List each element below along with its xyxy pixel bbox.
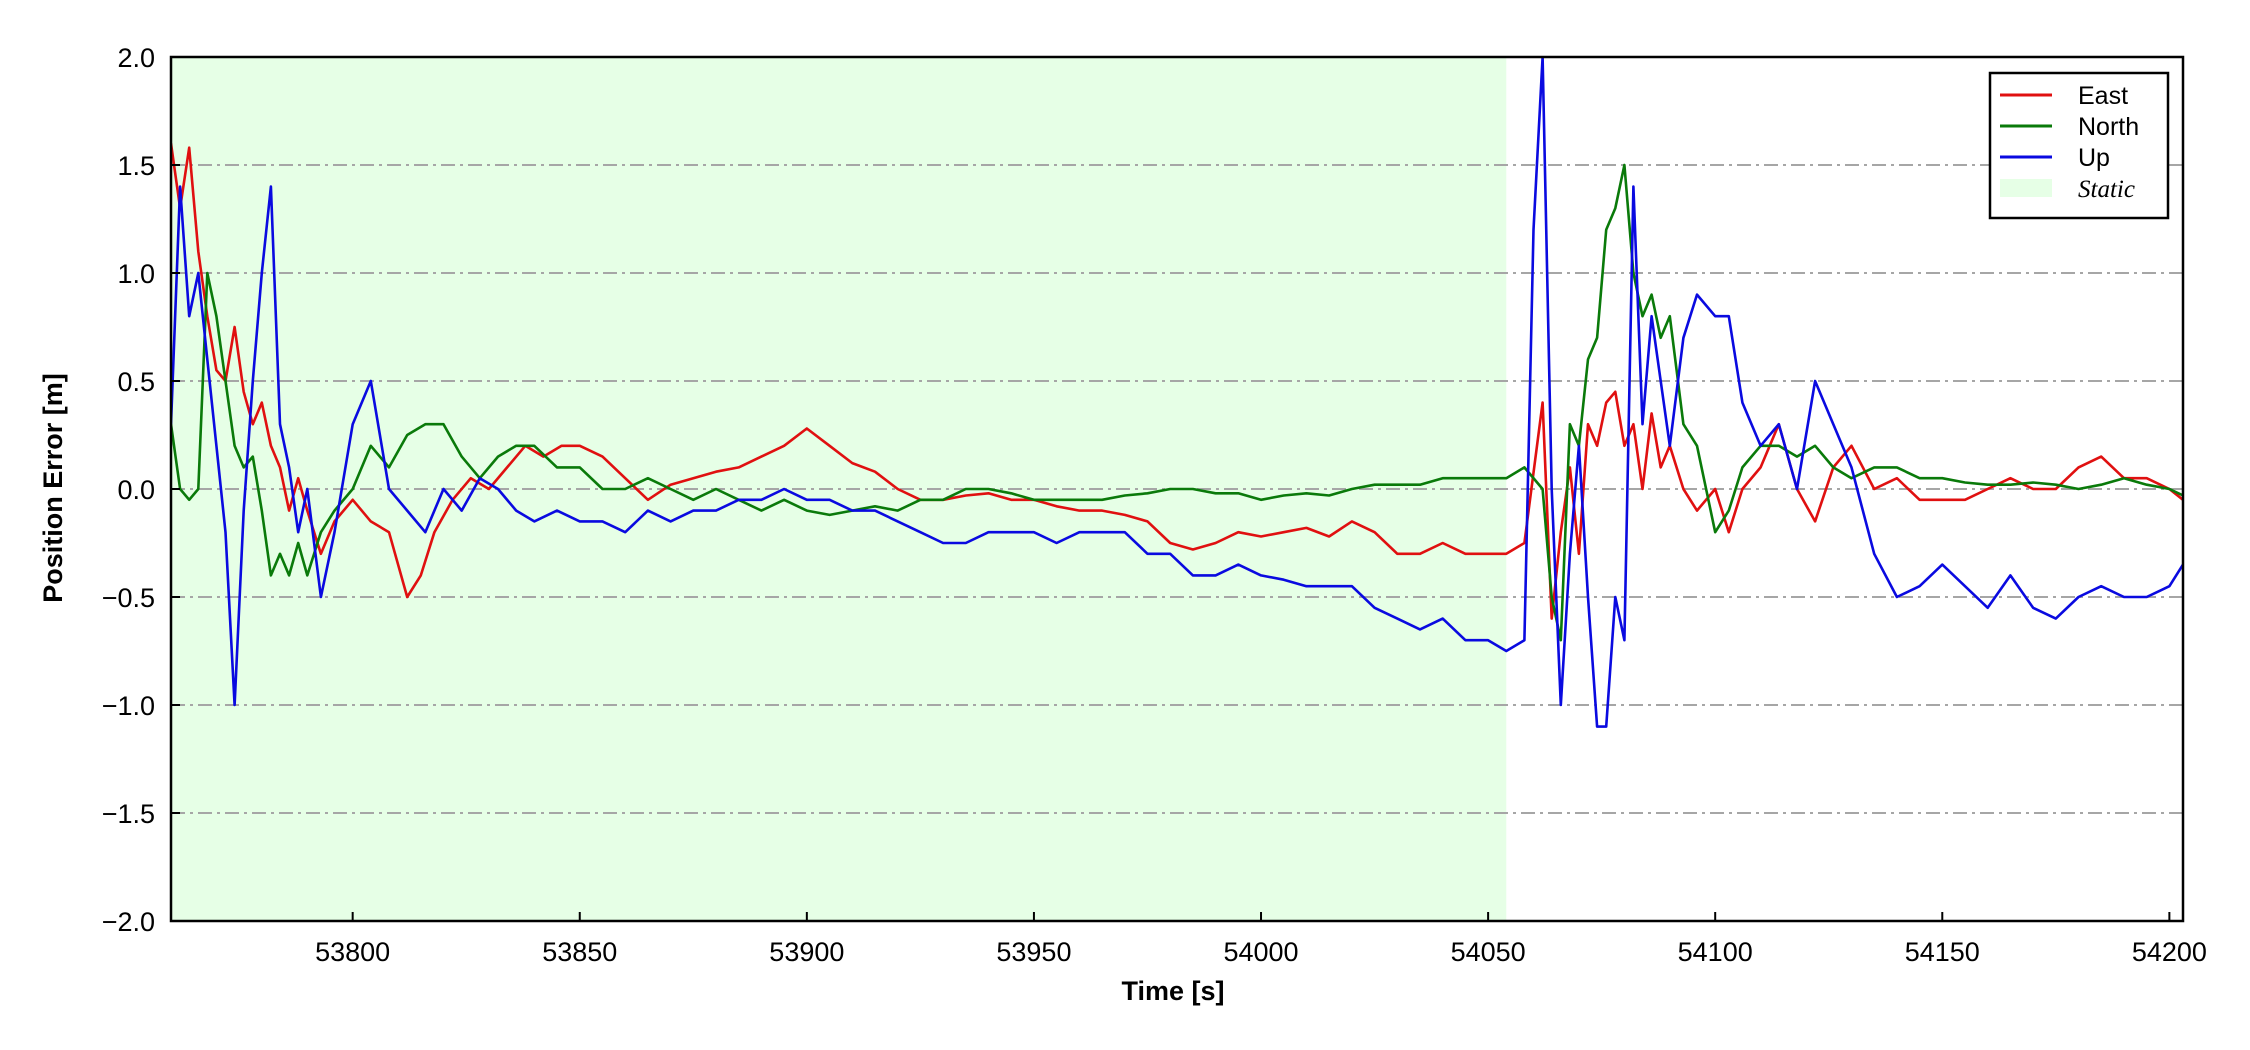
y-tick-label: −1.0 [102, 691, 155, 721]
x-axis-title: Time [s] [1121, 976, 1224, 1006]
x-axis: 53800 53850 53900 53950 54000 54050 54100 54150… [315, 912, 2207, 967]
legend-label-static: Static [2078, 176, 2135, 203]
y-axis: −2.0 −1.5 −1.0 −0.5 0.0 0.5 1.0 1.5 2.0 [102, 43, 180, 937]
legend-swatch-static [2000, 179, 2052, 197]
y-axis-title: Position Error [m] [38, 373, 68, 603]
x-tick-label: 54000 [1223, 937, 1298, 967]
x-tick-label: 54200 [2132, 937, 2207, 967]
x-tick-label: 54050 [1451, 937, 1526, 967]
series-line-up [171, 57, 2183, 728]
y-tick-label: 0.5 [117, 367, 155, 397]
x-tick-label: 53800 [315, 937, 390, 967]
y-tick-label: −2.0 [102, 907, 155, 937]
y-tick-label: 1.0 [117, 259, 155, 289]
x-tick-label: 54100 [1678, 937, 1753, 967]
x-tick-label: 53850 [542, 937, 617, 967]
y-tick-label: 0.0 [117, 475, 155, 505]
legend-label-east: East [2078, 82, 2128, 110]
y-tick-label: −0.5 [102, 583, 155, 613]
x-tick-label: 53900 [769, 937, 844, 967]
y-tick-label: −1.5 [102, 799, 155, 829]
series-line-north [171, 163, 2183, 642]
legend-label-up: Up [2078, 144, 2110, 172]
x-tick-label: 54150 [1905, 937, 1980, 967]
plot-area [169, 55, 2185, 923]
y-tick-label: 1.5 [117, 151, 155, 181]
x-tick-label: 53950 [996, 937, 1071, 967]
y-tick-label: 2.0 [117, 43, 155, 73]
legend: East North Up Static [1988, 71, 2170, 220]
legend-label-north: North [2078, 113, 2139, 141]
